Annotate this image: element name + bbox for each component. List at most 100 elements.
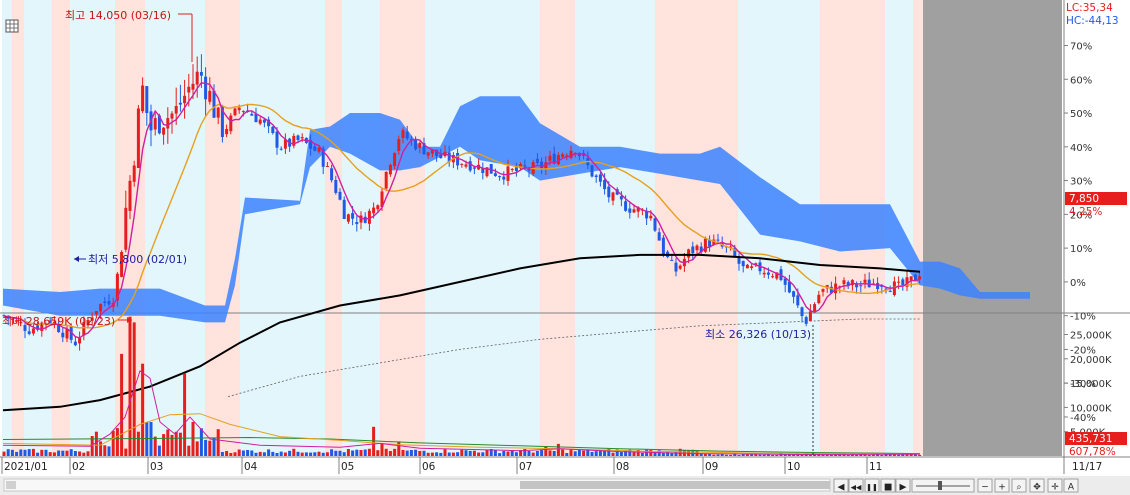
candle-body [334, 180, 338, 193]
volume-bar [199, 428, 203, 456]
candle-body [708, 240, 712, 247]
candle-body [657, 232, 661, 241]
zoom-slider-thumb[interactable] [938, 481, 942, 490]
volume-bar [653, 452, 657, 456]
volume-bar [220, 452, 224, 456]
volume-bar [720, 453, 724, 456]
candle-body [313, 146, 317, 151]
bottom-toolbar[interactable]: ◀ ◀◀ ❚❚ ■ ▶ − + ⌕ ✥ ✛ A [0, 476, 1130, 495]
volume-bar [892, 454, 896, 456]
scrollbar-thumb[interactable] [520, 481, 830, 489]
candle-body [388, 164, 392, 175]
candle-body [346, 214, 350, 222]
max-volume-annotation: 최대 28,659K (02/23) [2, 315, 115, 328]
candle-body [741, 260, 745, 267]
y-tick-label: -10% [1070, 312, 1096, 323]
candle-body [472, 167, 476, 169]
volume-bar [565, 453, 569, 456]
candle-body [229, 115, 233, 132]
toolbar-button-frame [994, 478, 1010, 493]
low-marker-head [74, 256, 79, 262]
candle-body [363, 216, 367, 223]
candle-body [355, 222, 359, 225]
text-icon[interactable]: A [1063, 478, 1079, 493]
volume-bar [267, 449, 271, 456]
candle-body [535, 158, 539, 164]
volume-bar [208, 440, 212, 456]
zoom-slider-icon[interactable] [911, 478, 975, 493]
volume-bar [590, 452, 594, 456]
forward-icon[interactable]: ▶ [895, 478, 911, 493]
grid-icon[interactable] [5, 19, 19, 33]
volume-bar [52, 452, 56, 456]
candle-body [590, 165, 594, 177]
up-zone-band [12, 0, 24, 456]
pan-icon[interactable]: ✥ [1029, 478, 1045, 493]
current-change-label: 4,25% [1069, 206, 1102, 218]
candle-body [909, 276, 913, 281]
candle-body [678, 265, 682, 269]
volume-bar [775, 455, 779, 456]
volume-bar [766, 454, 770, 456]
crosshair-icon[interactable]: ✛ [1047, 478, 1063, 493]
volume-bar [288, 450, 292, 456]
volume-bar [876, 453, 880, 456]
volume-bar [913, 454, 917, 456]
volume-bar [246, 450, 250, 456]
volume-bar [120, 353, 124, 456]
volume-bar [569, 449, 573, 456]
candle-body [703, 238, 707, 252]
candle-body [855, 283, 859, 288]
volume-bar [741, 454, 745, 456]
volume-bar [792, 454, 796, 456]
stop-icon[interactable]: ■ [880, 478, 896, 493]
candle-body [69, 326, 73, 340]
candle-body [813, 304, 817, 311]
volume-bar [771, 455, 775, 456]
candle-body [687, 249, 691, 258]
candle-body [519, 164, 523, 169]
toolbar-glyph: ◀◀ [851, 484, 862, 492]
candle-body [73, 341, 77, 346]
x-tick-label: 03 [150, 461, 163, 473]
volume-bar [624, 450, 628, 456]
candle-body [468, 161, 472, 171]
pause-icon[interactable]: ❚❚ [864, 478, 880, 493]
candle-body [523, 165, 527, 168]
search-icon[interactable]: ⌕ [1011, 478, 1027, 493]
zoom-out-icon[interactable]: − [977, 478, 993, 493]
volume-bar [6, 449, 10, 456]
candle-body [821, 289, 825, 292]
rewind-icon[interactable]: ◀◀ [848, 478, 864, 493]
volume-bar [334, 450, 338, 456]
volume-bar [90, 436, 94, 456]
lc-label: LC:35,34 [1066, 2, 1113, 14]
volume-bar [603, 449, 607, 456]
current-volume-change-label: 607,78% [1069, 446, 1116, 458]
volume-bar [787, 454, 791, 456]
volume-bar [670, 452, 674, 456]
candle-body [493, 173, 497, 176]
volume-bar [342, 452, 346, 456]
volume-bar [166, 429, 170, 456]
volume-bar [531, 452, 535, 456]
volume-bar [115, 428, 119, 456]
zoom-in-icon[interactable]: + [994, 478, 1010, 493]
volume-bar [598, 450, 602, 456]
candle-body [649, 215, 653, 219]
volume-bar [514, 452, 518, 456]
toolbar-button-frame [1063, 478, 1079, 493]
volume-bar [447, 452, 451, 456]
candle-body [498, 176, 502, 178]
candle-body [57, 323, 61, 333]
volume-bar [162, 434, 166, 456]
candle-body [619, 196, 623, 200]
volume-bar [397, 441, 401, 456]
prev-icon[interactable]: ◀ [833, 478, 849, 493]
volume-bar [225, 451, 229, 456]
scroll-left-button[interactable] [6, 481, 16, 489]
toolbar-glyph: ■ [884, 483, 893, 493]
candle-body [829, 286, 833, 294]
candle-body [107, 300, 111, 305]
